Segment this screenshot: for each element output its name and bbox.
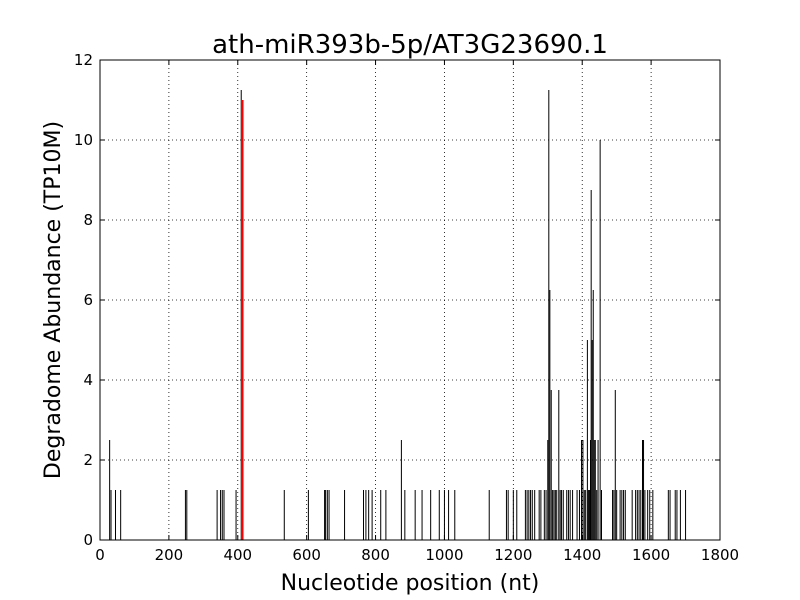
y-tick-label: 12: [74, 51, 93, 69]
x-tick-label: 1200: [494, 546, 532, 564]
x-tick-label: 1600: [632, 546, 670, 564]
ticks: 0 200 400 600 800 1000 1200 1400 1600 1800 0 2 4 6 8 10…: [74, 51, 739, 564]
x-tick-label: 200: [155, 546, 184, 564]
x-tick-label: 800: [361, 546, 390, 564]
y-tick-label: 2: [83, 451, 93, 469]
grid: [100, 60, 720, 540]
bars: [109, 90, 687, 540]
y-tick-label: 4: [83, 371, 93, 389]
chart-title: ath-miR393b-5p/AT3G23690.1: [212, 30, 608, 60]
y-tick-label: 8: [83, 211, 93, 229]
x-tick-label: 1800: [701, 546, 739, 564]
y-tick-label: 10: [74, 131, 93, 149]
x-axis-label: Nucleotide position (nt): [281, 571, 540, 596]
x-tick-label: 1000: [425, 546, 463, 564]
y-tick-label: 0: [83, 531, 93, 549]
x-tick-label: 600: [292, 546, 321, 564]
x-tick-label: 0: [95, 546, 105, 564]
y-axis-label: Degradome Abundance (TP10M): [41, 121, 66, 479]
x-tick-label: 1400: [563, 546, 601, 564]
y-tick-label: 6: [83, 291, 93, 309]
x-tick-label: 400: [223, 546, 252, 564]
